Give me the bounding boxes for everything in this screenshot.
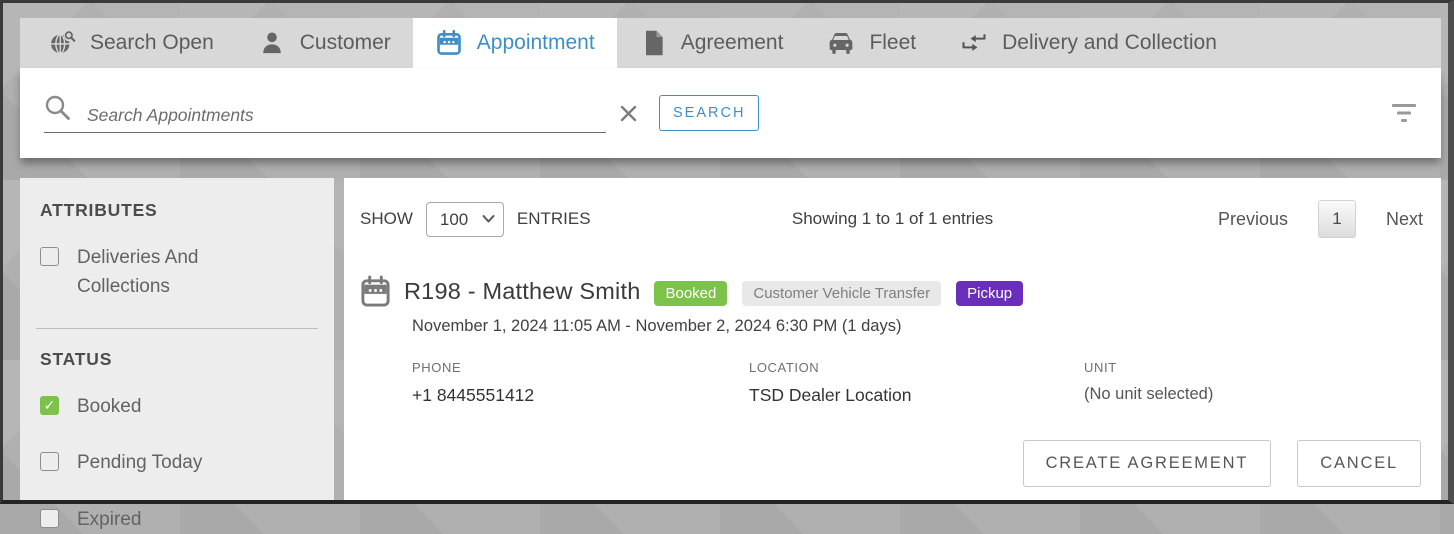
field-value: TSD Dealer Location (749, 385, 912, 405)
per-page-select-wrap: 100 (425, 201, 504, 237)
per-page-select[interactable]: 100 (425, 201, 504, 237)
filter-deliveries-and-collections[interactable]: Deliveries And Collections (40, 245, 318, 302)
checkbox-unchecked[interactable] (40, 452, 59, 472)
checkbox-label: Pending Today (77, 452, 203, 474)
next-page-link[interactable]: Next (1385, 208, 1423, 229)
tab-label: Appointment (476, 31, 595, 54)
globe-search-icon (48, 29, 76, 57)
car-icon (827, 29, 855, 57)
checkbox-unchecked[interactable] (40, 508, 59, 528)
calendar-icon (360, 275, 391, 308)
search-icon (44, 94, 71, 126)
status-badge: Booked (654, 280, 728, 306)
cancel-button[interactable]: CANCEL (1297, 440, 1421, 487)
previous-page-link[interactable]: Previous (1217, 208, 1288, 229)
filters-sidebar: ATTRIBUTES Deliveries And Collections ST… (20, 178, 334, 530)
checkbox-label: Booked (77, 395, 142, 417)
pagination: Previous 1 Next (1218, 200, 1423, 238)
field-value: (No unit selected) (1084, 385, 1214, 403)
field-label: UNIT (1084, 360, 1117, 375)
checkbox-checked[interactable]: ✓ (40, 395, 59, 415)
action-buttons: CREATE AGREEMENT CANCEL (1022, 440, 1421, 487)
field-label: PHONE (412, 360, 462, 375)
tab-customer[interactable]: Customer (236, 18, 413, 68)
clear-search-icon[interactable] (620, 105, 637, 122)
search-input[interactable] (87, 104, 606, 126)
appointment-details: PHONE +1 8445551412 LOCATION TSD Dealer … (412, 360, 1429, 406)
checkbox-label: Deliveries And Collections (77, 247, 199, 298)
showing-entries-text: Showing 1 to 1 of 1 entries (791, 209, 994, 228)
tab-label: Customer (299, 31, 391, 54)
checkbox-label: Expired (77, 508, 142, 530)
tab-delivery-collection[interactable]: Delivery and Collection (938, 18, 1239, 68)
tab-label: Search Open (90, 31, 214, 54)
person-icon (258, 29, 286, 57)
tab-label: Agreement (680, 31, 784, 54)
filter-status-booked[interactable]: ✓ Booked (40, 394, 318, 421)
filter-icon[interactable] (1391, 102, 1417, 124)
page-number-button[interactable]: 1 (1317, 200, 1356, 238)
tab-appointment[interactable]: Appointment (412, 18, 617, 68)
unit-field: UNIT (No unit selected) (1084, 360, 1429, 406)
create-agreement-button[interactable]: CREATE AGREEMENT (1022, 440, 1272, 487)
filter-status-pending-today[interactable]: Pending Today (40, 450, 318, 477)
search-field (44, 94, 606, 133)
search-panel: SEARCH (20, 68, 1441, 158)
search-button[interactable]: SEARCH (659, 95, 760, 131)
list-header: SHOW 100 ENTRIES Showing 1 to 1 of 1 ent… (360, 200, 1423, 238)
location-field: LOCATION TSD Dealer Location (749, 360, 1084, 406)
tab-bar: Search Open Customer Appointment (20, 18, 1441, 68)
field-value: +1 8445551412 (412, 385, 535, 405)
attributes-heading: ATTRIBUTES (40, 200, 158, 220)
appointment-title: R198 - Matthew Smith (404, 278, 641, 304)
transfer-arrows-icon (960, 29, 988, 57)
entries-label: ENTRIES (516, 209, 591, 228)
checkbox-unchecked[interactable] (40, 247, 59, 266)
badge-group: Booked Customer Vehicle Transfer Pickup (654, 280, 1024, 306)
calendar-icon (435, 29, 463, 57)
phone-field: PHONE +1 8445551412 (412, 360, 749, 406)
status-heading: STATUS (40, 348, 113, 369)
tab-search-open[interactable]: Search Open (26, 18, 236, 68)
sidebar-divider (36, 327, 318, 329)
filter-status-expired[interactable]: Expired (40, 507, 318, 534)
appointment-date-range: November 1, 2024 11:05 AM - November 2, … (412, 317, 902, 335)
pickup-badge: Pickup (956, 280, 1024, 306)
appointment-row[interactable]: R198 - Matthew Smith Booked Customer Veh… (360, 275, 1429, 308)
tab-agreement[interactable]: Agreement (617, 18, 806, 68)
document-icon (639, 29, 667, 57)
tab-fleet[interactable]: Fleet (805, 18, 938, 68)
tab-label: Delivery and Collection (1002, 31, 1217, 54)
tab-label: Fleet (869, 31, 917, 54)
show-label: SHOW (360, 209, 413, 228)
show-entries-control: SHOW 100 ENTRIES (360, 201, 591, 237)
field-label: LOCATION (749, 360, 820, 375)
type-badge: Customer Vehicle Transfer (742, 280, 942, 306)
results-panel: SHOW 100 ENTRIES Showing 1 to 1 of 1 ent… (344, 178, 1441, 500)
